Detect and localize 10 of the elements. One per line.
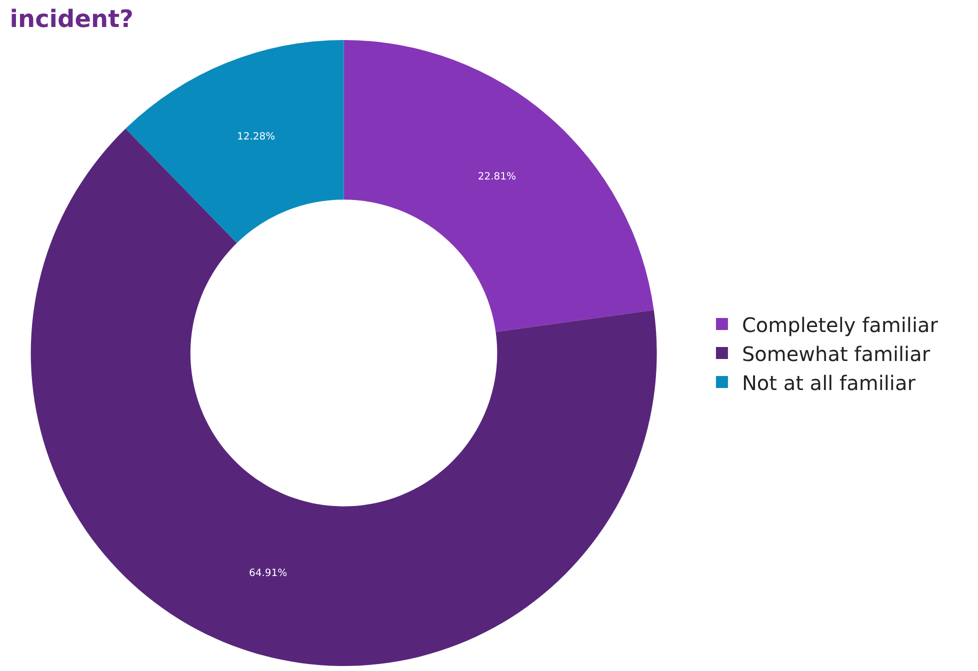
chart-title: incident? [10, 4, 134, 33]
data-label: 22.81% [478, 172, 516, 183]
legend-label: Somewhat familiar [742, 342, 931, 366]
legend-label: Completely familiar [742, 312, 939, 337]
data-label: 64.91% [248, 568, 288, 580]
donut-slice [344, 40, 654, 332]
data-label: 12.28% [236, 131, 276, 142]
legend-label: Not at all familiar [742, 370, 916, 395]
donut-slice [126, 40, 344, 244]
donut-slice [30, 128, 657, 666]
